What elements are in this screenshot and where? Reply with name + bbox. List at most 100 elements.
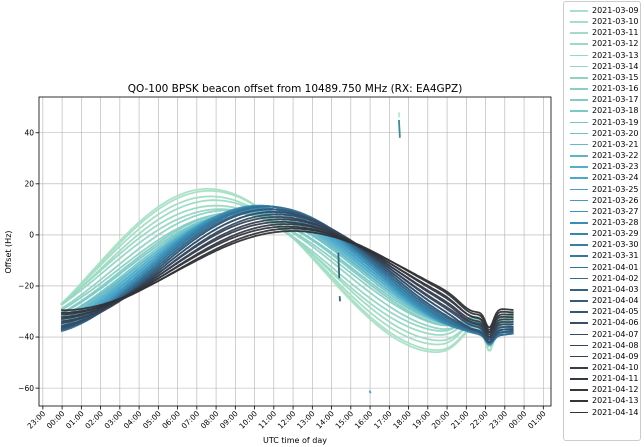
legend-item: 2021-03-23 bbox=[564, 161, 640, 172]
legend-swatch bbox=[570, 132, 588, 135]
legend-item: 2021-04-14 bbox=[564, 407, 640, 418]
legend-label: 2021-03-28 bbox=[592, 217, 639, 227]
legend-label: 2021-03-17 bbox=[592, 95, 639, 105]
x-tick-label: 11:00 bbox=[257, 409, 279, 431]
legend-swatch bbox=[570, 355, 588, 358]
x-tick-label: 19:00 bbox=[411, 409, 433, 431]
series-line-2021-04-12 bbox=[61, 225, 514, 334]
legend-swatch bbox=[570, 121, 588, 124]
legend-label: 2021-04-10 bbox=[592, 363, 639, 372]
x-tick-label: 04:00 bbox=[122, 409, 144, 431]
x-tick-label: 17:00 bbox=[372, 409, 394, 431]
legend-item: 2021-03-29 bbox=[564, 228, 640, 239]
x-tick-label: 23:00 bbox=[488, 409, 510, 431]
x-tick-label: 16:00 bbox=[353, 409, 375, 431]
y-tick-label: −60 bbox=[18, 384, 34, 393]
legend-item: 2021-04-13 bbox=[564, 395, 640, 406]
legend-swatch bbox=[570, 244, 588, 246]
legend-label: 2021-04-12 bbox=[592, 385, 639, 395]
legend-swatch bbox=[570, 378, 588, 380]
legend-label: 2021-03-26 bbox=[592, 195, 639, 205]
legend-label: 2021-04-08 bbox=[592, 340, 639, 350]
legend-swatch bbox=[570, 10, 588, 12]
legend-item: 2021-04-01 bbox=[564, 262, 640, 273]
legend-label: 2021-04-09 bbox=[592, 351, 639, 361]
x-axis-label: UTC time of day bbox=[263, 436, 327, 445]
legend-swatch bbox=[570, 110, 588, 112]
x-tick-label: 08:00 bbox=[199, 409, 221, 431]
legend-item: 2021-04-12 bbox=[564, 384, 640, 395]
legend-swatch bbox=[570, 177, 588, 179]
legend-swatch bbox=[570, 155, 588, 157]
legend-swatch bbox=[570, 311, 588, 313]
x-tick-label: 05:00 bbox=[141, 409, 163, 431]
legend-label: 2021-03-15 bbox=[592, 72, 639, 82]
legend-item: 2021-03-25 bbox=[564, 184, 640, 195]
legend-swatch bbox=[570, 333, 588, 336]
legend-swatch bbox=[570, 344, 588, 347]
legend-item: 2021-03-09 bbox=[564, 5, 640, 16]
legend-label: 2021-03-24 bbox=[592, 173, 639, 183]
legend-swatch bbox=[570, 277, 588, 280]
legend-label: 2021-03-12 bbox=[592, 39, 639, 49]
legend-label: 2021-03-20 bbox=[592, 128, 639, 138]
series-line-2021-03-14 bbox=[60, 208, 514, 341]
y-tick-label: −40 bbox=[18, 333, 34, 342]
legend-swatch bbox=[570, 54, 588, 57]
legend-item: 2021-03-10 bbox=[564, 16, 640, 27]
legend-swatch bbox=[570, 76, 588, 79]
legend-label: 2021-04-07 bbox=[592, 329, 639, 339]
legend-label: 2021-03-13 bbox=[592, 50, 639, 60]
legend-item: 2021-03-22 bbox=[564, 150, 640, 161]
legend-label: 2021-03-23 bbox=[592, 162, 639, 172]
legend-swatch bbox=[570, 266, 588, 269]
legend-item: 2021-03-20 bbox=[564, 128, 640, 139]
legend-item: 2021-04-04 bbox=[564, 295, 640, 306]
legend-label: 2021-04-13 bbox=[592, 396, 639, 406]
legend-item: 2021-03-31 bbox=[564, 250, 640, 261]
legend-swatch bbox=[570, 188, 588, 191]
legend-swatch bbox=[570, 199, 588, 202]
x-tick-label: 14:00 bbox=[314, 409, 336, 431]
legend-swatch bbox=[570, 210, 588, 213]
series-line-2021-04-04 bbox=[60, 208, 514, 343]
legend-item: 2021-03-24 bbox=[564, 172, 640, 183]
legend-item: 2021-03-30 bbox=[564, 239, 640, 250]
x-tick-label: 22:00 bbox=[468, 409, 490, 431]
legend-swatch bbox=[570, 322, 588, 324]
legend-label: 2021-04-04 bbox=[592, 296, 639, 306]
legend-label: 2021-03-21 bbox=[592, 139, 639, 149]
legend-swatch bbox=[570, 143, 588, 146]
x-tick-label: 02:00 bbox=[83, 409, 105, 431]
legend-label: 2021-04-11 bbox=[592, 374, 639, 384]
legend-swatch bbox=[570, 88, 588, 90]
legend-item: 2021-03-27 bbox=[564, 206, 640, 217]
series-line-2021-04-14 bbox=[61, 230, 514, 329]
legend-item: 2021-03-15 bbox=[564, 72, 640, 83]
x-tick-label: 07:00 bbox=[180, 409, 202, 431]
x-tick-label: 20:00 bbox=[430, 409, 452, 431]
legend-label: 2021-03-11 bbox=[592, 28, 639, 38]
legend-swatch bbox=[570, 166, 588, 168]
x-tick-label: 06:00 bbox=[160, 409, 182, 431]
legend-swatch bbox=[570, 288, 588, 291]
legend-label: 2021-04-01 bbox=[592, 262, 639, 272]
legend-item: 2021-03-12 bbox=[564, 38, 640, 49]
outlier-segment bbox=[368, 390, 372, 394]
x-tick-label: 03:00 bbox=[103, 409, 125, 431]
y-axis: −60 −40 −20 0 20 40 bbox=[18, 128, 39, 393]
x-tick-label: 00:00 bbox=[45, 409, 67, 431]
y-axis-label: Offset (Hz) bbox=[4, 230, 13, 273]
x-tick-label: 10:00 bbox=[237, 409, 259, 431]
series-layer bbox=[60, 112, 515, 394]
legend-item: 2021-03-18 bbox=[564, 105, 640, 116]
legend-label: 2021-03-29 bbox=[592, 229, 639, 239]
plot-frame bbox=[38, 96, 552, 407]
legend-swatch bbox=[570, 400, 588, 403]
legend-swatch bbox=[570, 221, 588, 224]
legend-swatch bbox=[570, 300, 588, 302]
legend-item: 2021-04-06 bbox=[564, 317, 640, 328]
legend-item: 2021-03-11 bbox=[564, 27, 640, 38]
legend-swatch bbox=[570, 21, 588, 23]
